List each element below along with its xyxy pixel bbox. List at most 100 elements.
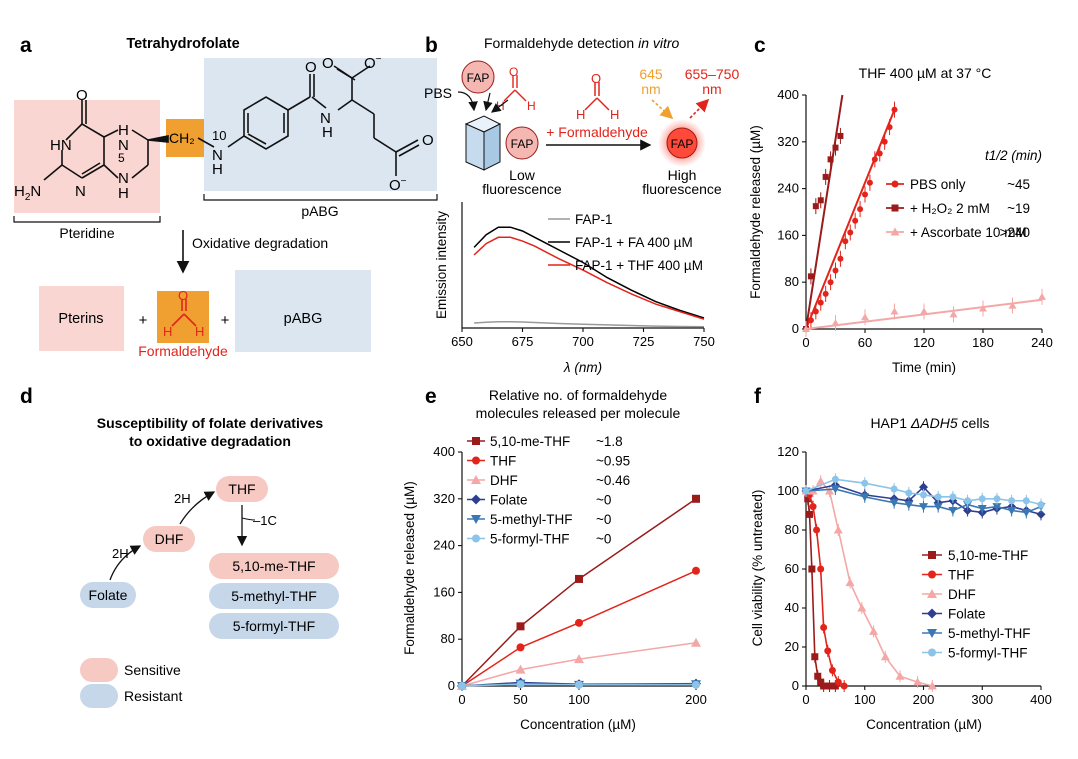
panel-label-d: d bbox=[20, 385, 33, 408]
chart-header-1: Relative no. of formaldehyde bbox=[489, 387, 667, 403]
x-tick-label: 725 bbox=[633, 334, 655, 349]
legend-t-half: ~19 bbox=[1007, 201, 1030, 216]
data-point bbox=[811, 653, 819, 661]
y-tick-label: 160 bbox=[433, 584, 455, 599]
data-point bbox=[881, 138, 888, 145]
excitation-unit: nm bbox=[641, 81, 660, 97]
data-point bbox=[574, 654, 584, 664]
x-tick-label: 200 bbox=[913, 692, 935, 707]
probe-high-label: FAP bbox=[671, 137, 694, 151]
data-point bbox=[831, 682, 839, 690]
y-tick-label: 160 bbox=[777, 227, 799, 242]
x-axis-label: Time (min) bbox=[892, 360, 956, 375]
panel-b-schematic: b Formaldehyde detection in vitro PBS FA… bbox=[424, 34, 739, 197]
x-tick-label: 200 bbox=[685, 692, 707, 707]
emission-arrow bbox=[689, 98, 710, 119]
data-point bbox=[822, 173, 829, 180]
data-point bbox=[691, 637, 701, 647]
data-point bbox=[1021, 508, 1031, 517]
legend-marker bbox=[927, 589, 937, 598]
legend-label: THF bbox=[948, 568, 974, 583]
data-point bbox=[869, 626, 879, 635]
plus-sign-1: + bbox=[139, 312, 148, 329]
x-tick-label: 240 bbox=[1031, 335, 1053, 350]
probe-high bbox=[666, 127, 698, 159]
molecule-title: Tetrahydrofolate bbox=[126, 36, 239, 52]
legend-ratio: ~1.8 bbox=[596, 434, 623, 449]
step-1c: –1C bbox=[253, 513, 277, 528]
formaldehyde-box bbox=[157, 291, 209, 343]
probe-low-label: FAP bbox=[511, 137, 534, 151]
legend-ratio: ~0 bbox=[596, 512, 611, 527]
data-point bbox=[919, 482, 928, 492]
y-tick-label: 120 bbox=[777, 444, 799, 459]
legend-marker bbox=[891, 204, 899, 212]
y-tick-label: 400 bbox=[433, 444, 455, 459]
data-point bbox=[832, 267, 839, 274]
node-folate bbox=[80, 582, 136, 608]
y-tick-label: 320 bbox=[777, 134, 799, 149]
data-point bbox=[808, 565, 816, 573]
data-point bbox=[977, 505, 987, 514]
data-point bbox=[992, 503, 1002, 512]
data-point bbox=[845, 578, 855, 587]
data-point bbox=[515, 664, 526, 674]
x-tick-label: 100 bbox=[854, 692, 876, 707]
data-point bbox=[895, 671, 905, 680]
data-point bbox=[886, 124, 893, 131]
y-tick-label: 400 bbox=[777, 87, 799, 102]
data-point bbox=[816, 476, 826, 485]
chart-c-kinetics: 0 60 120 180 240 0 80 160 240 320 400 THF 400 µM at… bbox=[748, 65, 1053, 375]
chart-header-2: molecules released per molecule bbox=[476, 405, 681, 421]
atom-hn: HN bbox=[50, 137, 72, 154]
pterins-label: Pterins bbox=[58, 311, 103, 327]
low-fluorescence-2: fluorescence bbox=[482, 181, 562, 197]
data-point bbox=[812, 203, 819, 210]
spectrum-line bbox=[473, 226, 705, 319]
degradation-label: Oxidative degradation bbox=[192, 235, 328, 251]
series-line bbox=[806, 480, 933, 687]
legend-label: 5-formyl-THF bbox=[490, 532, 570, 547]
legend-marker bbox=[927, 608, 937, 619]
node-me-thf-label: 5,10-me-THF bbox=[232, 558, 315, 574]
legend-label: 5-formyl-THF bbox=[948, 646, 1028, 661]
data-point bbox=[817, 565, 825, 573]
data-point bbox=[516, 680, 525, 689]
step-folate-dhf bbox=[109, 545, 142, 581]
data-point bbox=[857, 603, 867, 612]
legend-label: 5,10-me-THF bbox=[490, 434, 570, 449]
x-tick-label: 650 bbox=[451, 334, 473, 349]
data-point bbox=[806, 510, 814, 518]
fit-line bbox=[805, 94, 844, 330]
pabg-product-label: pABG bbox=[284, 311, 323, 327]
data-point bbox=[860, 493, 870, 502]
data-point bbox=[575, 574, 583, 583]
legend-marker bbox=[928, 570, 936, 579]
y-tick-label: 80 bbox=[785, 274, 799, 289]
chart-b-emission: 650 675 700 725 750 λ (nm) Emission intensity F… bbox=[434, 202, 715, 375]
data-point bbox=[866, 179, 873, 186]
reaction-fa-h2: H bbox=[610, 107, 619, 122]
x-tick-label: 50 bbox=[513, 692, 527, 707]
data-point bbox=[830, 485, 840, 494]
panel-d-diagram: d Susceptibility of folate derivatives t… bbox=[20, 385, 339, 708]
data-point bbox=[889, 499, 899, 508]
y-tick-label: 40 bbox=[785, 600, 799, 615]
cuvette bbox=[464, 115, 502, 171]
step-2h-a: 2H bbox=[112, 546, 129, 561]
probe-top bbox=[461, 60, 495, 94]
legend-marker bbox=[471, 515, 481, 524]
atom-h-n5: H bbox=[118, 122, 129, 139]
atom-o-carboxyl-a: O bbox=[322, 55, 334, 72]
data-point bbox=[964, 497, 972, 505]
x-axis-label: Concentration (µM) bbox=[866, 717, 982, 732]
legend-ratio: ~0 bbox=[596, 532, 611, 547]
legend-ratio: ~0.46 bbox=[596, 473, 630, 488]
plus-sign-2: + bbox=[221, 312, 230, 329]
pbs-label: PBS bbox=[424, 85, 452, 101]
data-point bbox=[852, 217, 859, 224]
chart-title: HAP1 ΔADH5 cells bbox=[870, 415, 989, 431]
probe-low bbox=[505, 126, 539, 160]
legend-sensitive-label: Sensitive bbox=[124, 662, 181, 678]
y-tick-label: 320 bbox=[433, 491, 455, 506]
